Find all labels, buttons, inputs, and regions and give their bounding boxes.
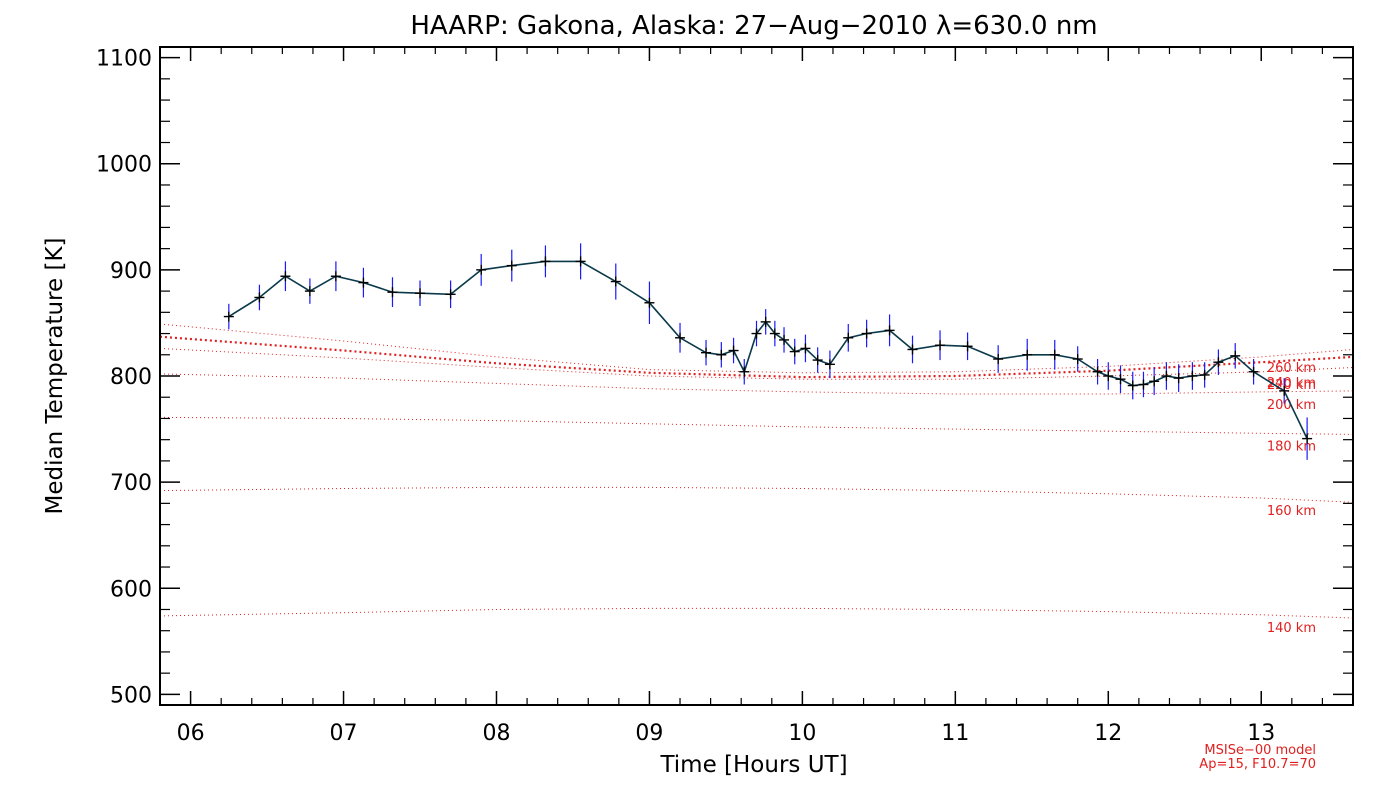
- data-point: [1115, 374, 1126, 385]
- y-tick-label: 500: [110, 683, 152, 708]
- data-point: [769, 328, 780, 339]
- data-point: [789, 346, 800, 357]
- model-curve-label: 260 km: [1267, 361, 1316, 376]
- data-point: [415, 288, 426, 299]
- data-point: [1022, 349, 1033, 360]
- data-point: [575, 256, 586, 267]
- data-point: [1187, 371, 1198, 381]
- data-point: [716, 349, 727, 360]
- x-axis-label: Time [Hours UT]: [659, 752, 847, 778]
- model-curve: [159, 347, 1354, 380]
- x-tick-label: 13: [1247, 721, 1275, 746]
- data-point: [907, 344, 918, 355]
- x-tick-label: 12: [1094, 721, 1122, 746]
- y-axis-label: Median Temperature [K]: [42, 238, 68, 515]
- data-point: [751, 328, 762, 339]
- y-axis: 500 600 700 800 900 1000 1100: [96, 47, 1353, 708]
- y-tick-label: 600: [110, 577, 152, 602]
- data-point: [1149, 376, 1160, 387]
- measurement-line: [228, 260, 1308, 439]
- model-curve-label: 220 km: [1267, 378, 1316, 393]
- model-curve-label: 180 km: [1267, 439, 1316, 454]
- model-curve-label: 240 km: [1267, 376, 1316, 391]
- model-curve: [159, 416, 1354, 435]
- data-point: [445, 289, 456, 300]
- measurement-series: [223, 243, 1313, 460]
- data-point: [644, 297, 655, 308]
- x-tick-label: 11: [941, 721, 969, 746]
- data-point: [1248, 366, 1259, 377]
- model-curve-label: 140 km: [1267, 621, 1316, 636]
- x-tick-label: 07: [330, 721, 358, 746]
- data-point: [1092, 366, 1103, 377]
- data-point: [760, 316, 771, 327]
- data-point: [506, 260, 517, 271]
- x-tick-label: 09: [635, 721, 663, 746]
- data-point: [254, 292, 265, 303]
- data-point: [1199, 369, 1210, 380]
- data-point: [540, 256, 551, 267]
- data-point: [476, 264, 487, 275]
- x-tick-label: 10: [788, 721, 816, 746]
- y-tick-label: 900: [110, 259, 152, 284]
- x-tick-label: 06: [177, 721, 205, 746]
- data-point: [701, 347, 712, 358]
- y-tick-label: 1000: [96, 153, 152, 178]
- model-note-line-1: MSISe−00 model: [1204, 743, 1316, 758]
- data-point: [330, 271, 341, 282]
- x-tick-label: 08: [482, 721, 510, 746]
- data-point: [387, 287, 398, 298]
- data-point: [1173, 373, 1184, 384]
- data-point: [675, 332, 686, 343]
- data-point: [728, 345, 739, 356]
- data-point: [861, 328, 872, 339]
- model-curve: [159, 607, 1354, 619]
- model-note-line-2: Ap=15, F10.7=70: [1199, 757, 1316, 772]
- data-point: [1161, 371, 1172, 381]
- data-point: [280, 271, 291, 282]
- x-axis: 06 07 08 09 10 11 12 13: [159, 47, 1354, 746]
- data-point: [800, 343, 811, 354]
- data-point: [1127, 380, 1138, 391]
- chart-title: HAARP: Gakona, Alaska: 27−Aug−2010 λ=630…: [410, 11, 1097, 41]
- data-point: [962, 341, 973, 352]
- data-point: [304, 286, 315, 297]
- data-point: [223, 311, 234, 322]
- model-curve-label: 160 km: [1267, 504, 1316, 519]
- data-point: [812, 355, 823, 366]
- data-point: [843, 332, 854, 343]
- y-tick-label: 800: [110, 365, 152, 390]
- data-point: [358, 277, 369, 288]
- data-point: [884, 325, 895, 336]
- data-point: [1103, 371, 1114, 381]
- data-point: [739, 366, 750, 377]
- y-tick-label: 1100: [96, 47, 152, 72]
- data-point: [1138, 379, 1149, 390]
- data-point: [1279, 385, 1290, 396]
- data-point: [779, 334, 790, 345]
- data-point: [1230, 350, 1241, 361]
- data-point: [935, 340, 946, 351]
- data-point: [1049, 349, 1060, 360]
- data-point: [1072, 354, 1083, 365]
- model-curve: [159, 323, 1354, 374]
- model-curve: [159, 335, 1354, 379]
- data-point: [610, 276, 621, 287]
- plot-frame: [159, 46, 1354, 706]
- y-tick-label: 700: [110, 471, 152, 496]
- data-point: [993, 354, 1004, 365]
- model-curve: [159, 486, 1354, 503]
- data-point: [1213, 357, 1224, 368]
- data-point: [824, 359, 835, 370]
- data-point: [1302, 433, 1313, 444]
